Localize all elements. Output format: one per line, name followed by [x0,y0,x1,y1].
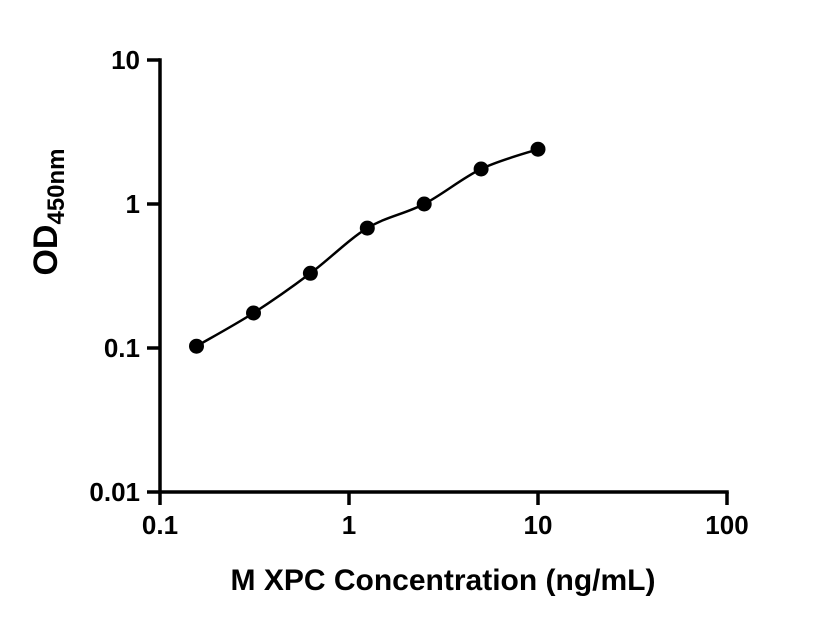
data-point [530,141,546,157]
y-tick-label: 0.1 [104,333,140,363]
data-point [302,265,318,281]
y-tick-label: 1 [126,189,140,219]
y-tick-label: 0.01 [89,477,140,507]
x-tick-label: 10 [524,510,553,540]
x-tick-label: 1 [342,510,356,540]
x-tick-label: 0.1 [142,510,178,540]
data-point [473,161,489,177]
x-tick-label: 100 [705,510,748,540]
data-series [189,141,546,354]
data-point [246,305,261,321]
data-point [189,338,204,354]
data-point [416,196,432,212]
y-axis-title-sub: 450nm [43,148,70,224]
data-point [359,220,375,236]
y-axis-title-main: OD [27,225,65,276]
axis-line [158,58,729,494]
y-axis-title: OD450nm [27,148,70,275]
y-tick-label: 10 [111,45,140,75]
x-axis-title: M XPC Concentration (ng/mL) [231,564,656,597]
